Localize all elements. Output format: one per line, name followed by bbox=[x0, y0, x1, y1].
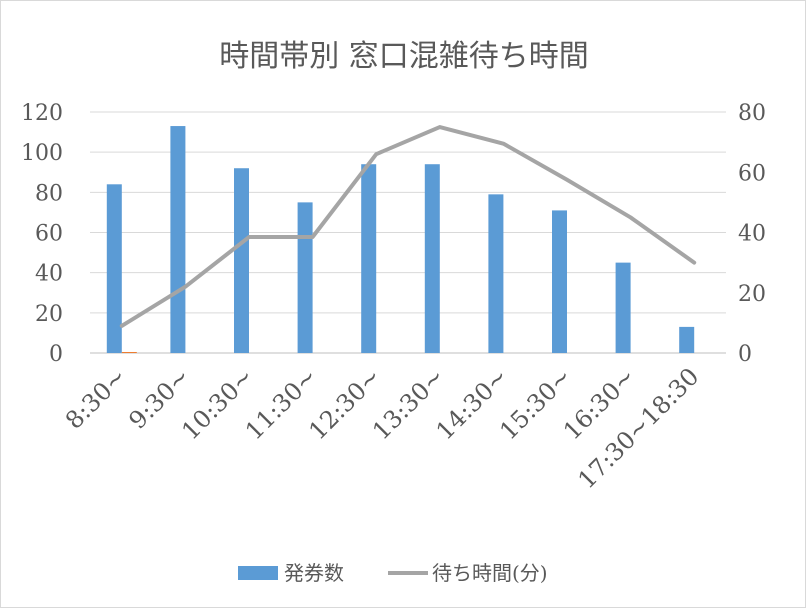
bar-series bbox=[106, 126, 695, 353]
left-tick-label: 80 bbox=[35, 181, 63, 206]
bar-hakkensu bbox=[297, 202, 313, 353]
bar-hakkensu bbox=[488, 194, 504, 353]
legend: 発券数 待ち時間(分) bbox=[238, 561, 548, 585]
right-tick-label: 0 bbox=[738, 342, 752, 367]
left-tick-label: 100 bbox=[21, 141, 63, 166]
right-axis-ticks: 0 20 40 60 80 bbox=[738, 101, 766, 367]
legend-label-bars: 発券数 bbox=[284, 561, 344, 585]
left-axis-ticks: 0 20 40 60 80 100 120 bbox=[21, 101, 63, 367]
bar-hakkensu bbox=[106, 184, 122, 353]
category-label: 8:30~ bbox=[60, 362, 132, 434]
left-tick-label: 20 bbox=[35, 302, 63, 327]
left-tick-label: 60 bbox=[35, 222, 63, 247]
bar-hakkensu bbox=[170, 126, 186, 353]
bar-hakkensu bbox=[679, 326, 695, 353]
bar-hakkensu bbox=[552, 210, 567, 353]
line-series bbox=[119, 125, 697, 328]
line-machijikan bbox=[119, 125, 697, 328]
right-tick-label: 40 bbox=[738, 222, 766, 247]
bar-hakkensu bbox=[615, 262, 631, 353]
category-axis-labels: 8:30~9:30~10:30~11:30~12:30~13:30~14:30~… bbox=[60, 362, 705, 494]
bar-hakkensu bbox=[424, 164, 440, 353]
right-tick-label: 20 bbox=[738, 282, 766, 307]
right-tick-label: 80 bbox=[738, 101, 766, 126]
chart-title: 時間帯別 窓口混雑待ち時間 bbox=[219, 39, 589, 74]
legend-swatch-bars bbox=[238, 566, 278, 580]
left-tick-label: 0 bbox=[49, 342, 63, 367]
legend-label-line: 待ち時間(分) bbox=[432, 561, 548, 585]
gridlines bbox=[90, 111, 726, 354]
right-tick-label: 60 bbox=[738, 161, 766, 186]
bar-hakkensu bbox=[234, 168, 249, 353]
bar-secondary bbox=[121, 351, 137, 353]
bar-hakkensu bbox=[361, 164, 377, 353]
left-tick-label: 120 bbox=[21, 101, 63, 126]
left-tick-label: 40 bbox=[35, 262, 63, 287]
